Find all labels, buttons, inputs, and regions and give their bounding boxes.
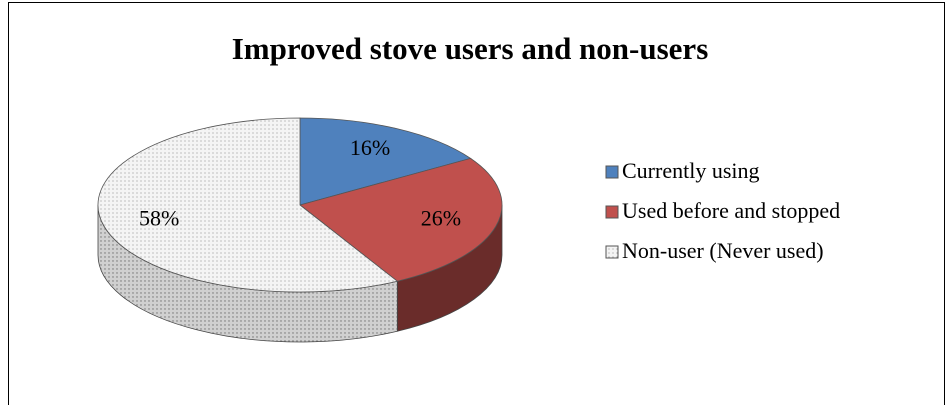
pie: 16% 26% 58% xyxy=(97,117,503,343)
pie-slice xyxy=(299,117,472,206)
data-label: 16% xyxy=(350,135,390,160)
pie-slice xyxy=(97,117,399,293)
data-label: 58% xyxy=(139,206,179,231)
legend-label: Used before and stopped xyxy=(622,198,840,223)
legend-label: Currently using xyxy=(622,158,760,183)
legend: Currently using Used before and stopped No… xyxy=(605,158,840,263)
data-label: 26% xyxy=(421,206,461,231)
legend-swatch xyxy=(605,205,619,219)
chart-title: Improved stove users and non-users xyxy=(232,31,709,66)
pie-slice xyxy=(299,157,503,282)
legend-swatch xyxy=(605,245,619,259)
legend-label: Non-user (Never used) xyxy=(622,238,824,263)
legend-swatch xyxy=(605,165,619,179)
